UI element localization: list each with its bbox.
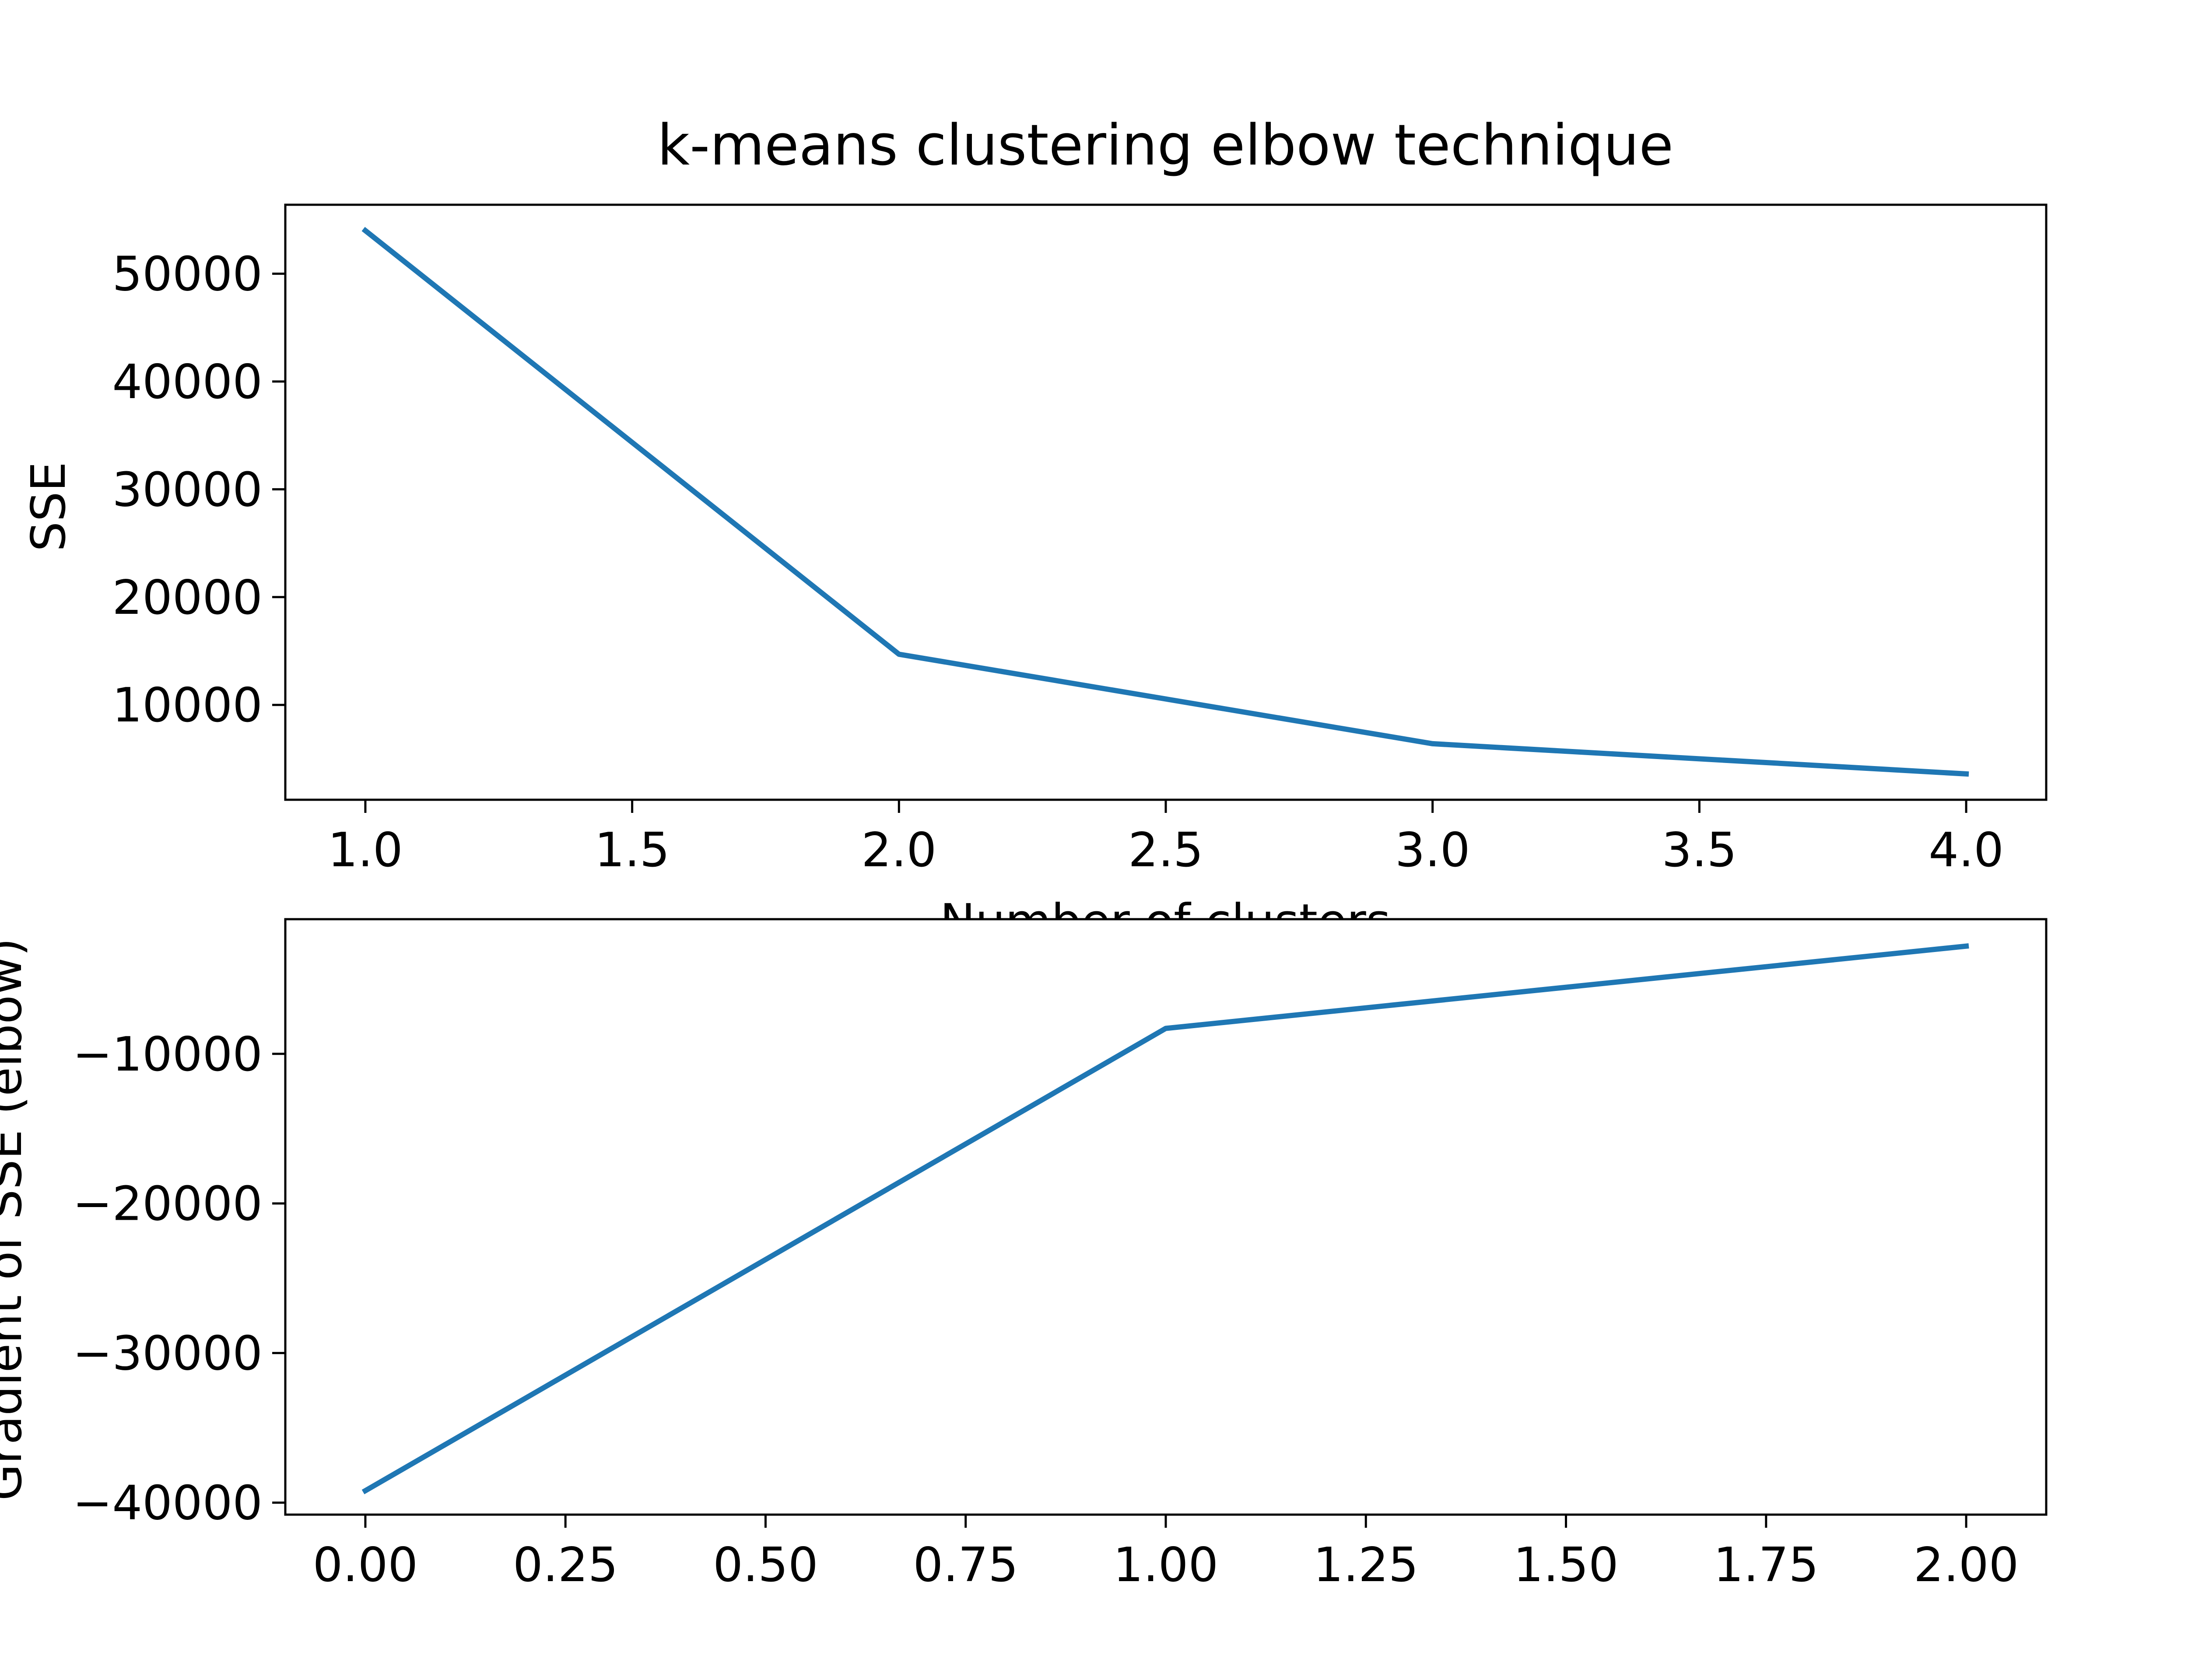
- y-tick-label-0-0: 10000: [112, 678, 263, 733]
- gradient-subplot: 0.00 0.25 0.50 0.75 1.00 1.25 1.50 1.75 2.00 −400…: [73, 918, 2048, 1592]
- x-tick-label-0-3: 2.5: [1128, 823, 1203, 878]
- x-tick-label-0-6: 4.0: [1929, 823, 2004, 878]
- x-tick-label-0-5: 3.5: [1662, 823, 1737, 878]
- x-tick-label-1-5: 1.25: [1313, 1538, 1418, 1592]
- y-axis-label-bottom: Gradient of SSE (elbow): [0, 938, 32, 1501]
- subplot-overlap-mask: [285, 919, 2046, 954]
- y-tick-label-0-4: 50000: [112, 247, 263, 302]
- y-tick-label-1-2: −20000: [73, 1177, 263, 1232]
- x-tick-label-1-0: 0.00: [313, 1538, 418, 1592]
- x-tick-label-1-8: 2.00: [1914, 1538, 2019, 1592]
- x-tick-label-1-3: 0.75: [913, 1538, 1018, 1592]
- sse-subplot: 1.0 1.5 2.0 2.5 3.0 3.5 4.0 10000 20000 30000 4000…: [112, 203, 2048, 878]
- x-tick-label-1-1: 0.25: [513, 1538, 618, 1592]
- y-tick-label-1-0: −40000: [73, 1476, 263, 1531]
- x-tick-label-0-1: 1.5: [595, 823, 670, 878]
- x-tick-label-1-6: 1.50: [1513, 1538, 1618, 1592]
- y-tick-label-0-1: 20000: [112, 570, 263, 625]
- y-axis-label-top: SSE: [21, 462, 76, 551]
- series-line-1-0: [361, 943, 1969, 1494]
- y-tick-label-1-3: −10000: [73, 1027, 263, 1082]
- chart-title: k-means clustering elbow technique: [657, 113, 1673, 178]
- y-tick-label-1-1: −30000: [73, 1326, 263, 1381]
- x-tick-label-0-2: 2.0: [861, 823, 936, 878]
- y-tick-label-0-2: 30000: [112, 462, 263, 517]
- x-tick-label-0-0: 1.0: [328, 823, 403, 878]
- x-tick-label-1-7: 1.75: [1714, 1538, 1819, 1592]
- x-tick-label-0-4: 3.0: [1395, 823, 1470, 878]
- series-line-0-0: [361, 227, 1969, 777]
- x-tick-label-1-4: 1.00: [1113, 1538, 1218, 1592]
- x-tick-label-1-2: 0.50: [713, 1538, 818, 1592]
- y-tick-label-0-3: 40000: [112, 355, 263, 410]
